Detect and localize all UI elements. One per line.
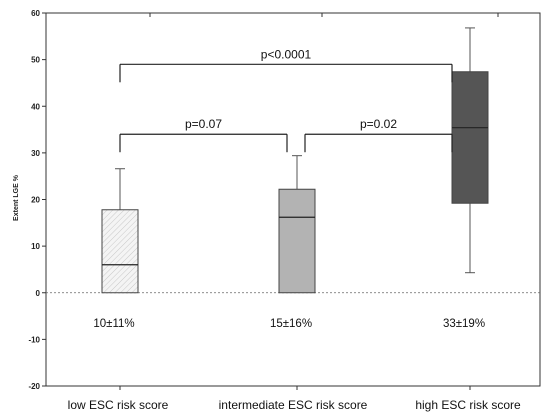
boxes — [101, 27, 489, 294]
category-label: low ESC risk score — [68, 398, 169, 412]
y-axis-label: Extent LGE % — [13, 174, 20, 221]
y-tick-label: 0 — [36, 289, 41, 298]
y-tick-label: -10 — [28, 335, 40, 344]
box-rect — [278, 188, 316, 294]
box-rect — [451, 71, 489, 204]
labels: 10±11% low ESC risk score 15±16% intermedia… — [68, 318, 521, 412]
mean-label: 15±16% — [270, 318, 312, 330]
axes: -20 -10 0 10 20 30 40 50 60 Extent LGE % — [13, 9, 541, 391]
box-rect — [101, 209, 139, 294]
category-label: high ESC risk score — [415, 398, 521, 412]
y-tick-label: 30 — [31, 149, 40, 158]
mean-label: 10±11% — [93, 318, 134, 330]
box-1 — [101, 168, 139, 294]
box-3 — [451, 27, 489, 274]
mean-label: 33±19% — [443, 318, 485, 330]
p-value-label: p=0.07 — [185, 117, 222, 131]
y-tick-label: -20 — [28, 382, 40, 391]
comparisons: p<0.0001 p=0.07 p=0.02 — [119, 47, 453, 153]
p-value-label: p=0.02 — [360, 117, 397, 131]
comparison-bracket: p=0.07 — [119, 117, 288, 153]
comparison-bracket: p<0.0001 — [119, 47, 453, 83]
y-tick-label: 20 — [31, 196, 40, 205]
p-value-label: p<0.0001 — [261, 47, 312, 61]
y-tick-label: 50 — [31, 56, 40, 65]
y-tick-label: 10 — [31, 242, 40, 251]
comparison-bracket: p=0.02 — [304, 117, 453, 153]
box-2 — [278, 155, 316, 294]
y-tick-label: 60 — [31, 9, 40, 18]
category-label: intermediate ESC risk score — [219, 398, 368, 412]
y-tick-label: 40 — [31, 102, 40, 111]
